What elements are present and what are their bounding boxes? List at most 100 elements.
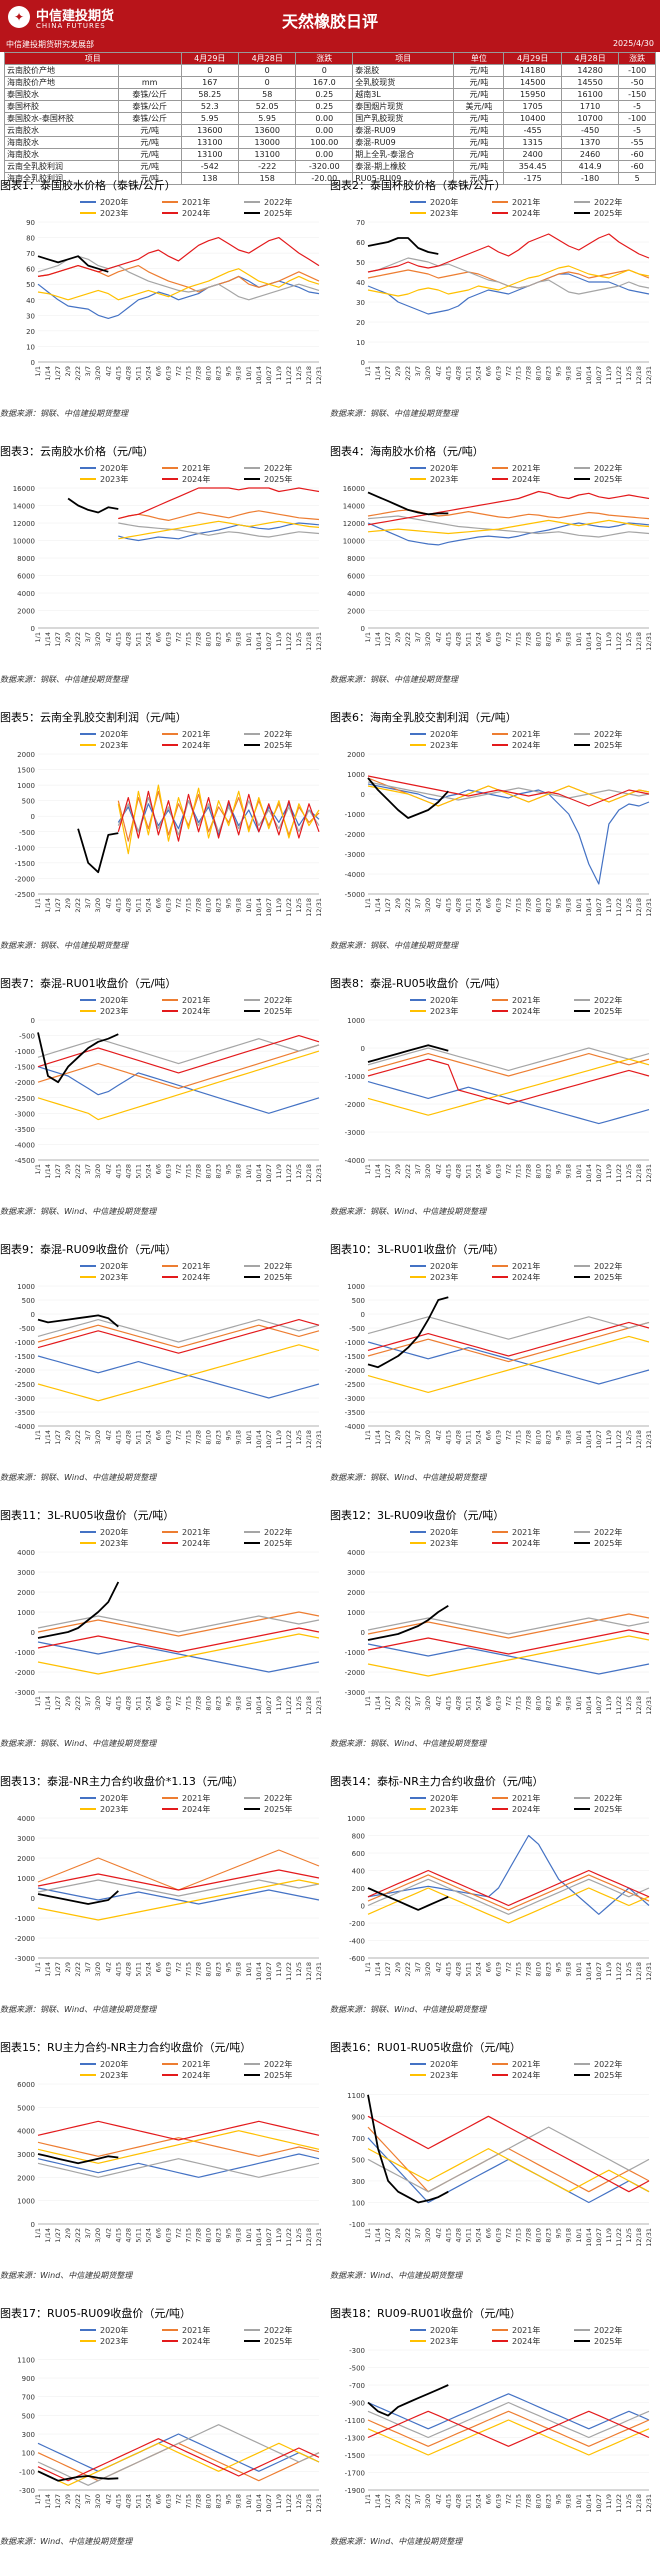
x-tick-label: 11/9 <box>275 1164 283 1179</box>
x-tick-label: 6/19 <box>494 1430 502 1445</box>
x-tick-label: 6/6 <box>154 366 162 376</box>
x-tick-label: 6/19 <box>494 366 502 381</box>
legend-label: 2023年 <box>430 474 458 484</box>
x-tick-label: 10/27 <box>595 898 603 917</box>
x-tick-label: 4/2 <box>434 366 442 376</box>
x-tick-label: 12/18 <box>635 1430 643 1449</box>
x-tick-label: 5/11 <box>134 632 142 647</box>
x-tick-label: 2/9 <box>64 632 72 642</box>
x-tick-label: 1/14 <box>44 632 52 647</box>
x-tick-label: 1/14 <box>374 1164 382 1179</box>
y-tick-label: -1500 <box>15 1353 35 1361</box>
series-line-2020年 <box>37 2153 320 2178</box>
legend-label: 2020年 <box>430 995 458 1005</box>
chart-source: 数据来源：钢联、中信建投期货整理 <box>330 409 458 418</box>
chart-c16: 图表16：RU01-RU05收盘价（元/吨） 2020年 2021年 2022年 202… <box>330 2040 655 2282</box>
chart-source: 数据来源：Wind、中信建投期货整理 <box>330 2537 463 2546</box>
legend-label: 2024年 <box>182 2336 210 2346</box>
x-tick-label: 12/18 <box>635 366 643 385</box>
x-tick-label: 12/5 <box>295 1696 303 1711</box>
table-cell: 16100 <box>560 88 620 101</box>
table-cell: 云南胶水 <box>4 124 119 137</box>
legend-label: 2020年 <box>430 197 458 207</box>
x-tick-label: 9/5 <box>225 1164 233 1174</box>
y-tick-label: -3500 <box>15 1126 35 1134</box>
x-tick-label: 9/18 <box>235 1430 243 1445</box>
series-line-2021年 <box>367 1321 650 1363</box>
chart-legend: 2020年 2021年 2022年 2023年 2024年 2025年 <box>410 1527 622 1548</box>
x-tick-label: 10/1 <box>245 1430 253 1445</box>
x-tick-label: 1/14 <box>44 366 52 381</box>
x-tick-label: 12/5 <box>295 1962 303 1977</box>
x-tick-label: 6/19 <box>164 2494 172 2509</box>
y-tick-label: -1000 <box>345 1339 365 1347</box>
series-line-2023年 <box>367 785 650 807</box>
x-tick-label: 6/6 <box>484 632 492 642</box>
table-cell: 0.00 <box>295 148 354 161</box>
x-tick-label: 2/22 <box>74 1430 82 1445</box>
x-tick-label: 9/18 <box>565 1696 573 1711</box>
legend-label: 2025年 <box>264 1272 292 1282</box>
y-tick-label: -1000 <box>15 1649 35 1657</box>
x-tick-label: 7/2 <box>175 1164 183 1174</box>
x-tick-label: 2/22 <box>404 2494 412 2509</box>
x-tick-label: 7/2 <box>505 1430 513 1440</box>
x-tick-label: 10/27 <box>595 1164 603 1183</box>
table-cell: -542 <box>180 160 240 173</box>
x-tick-label: 7/15 <box>515 366 523 381</box>
x-tick-label: 6/19 <box>494 1696 502 1711</box>
x-tick-label: 4/28 <box>454 2494 462 2509</box>
x-tick-label: 7/15 <box>515 1164 523 1179</box>
legend-label: 2020年 <box>100 2325 128 2335</box>
table-header-cell: 单位 <box>453 52 505 65</box>
y-tick-label: 0 <box>31 625 35 633</box>
x-tick-label: 5/24 <box>474 2228 482 2243</box>
y-tick-label: 12000 <box>13 520 35 528</box>
table-header-cell: 涨跌 <box>295 52 354 65</box>
x-tick-label: 10/27 <box>265 632 273 651</box>
chart-source: 数据来源：钢联、Wind、中信建投期货整理 <box>330 2005 487 2014</box>
y-tick-label: -3000 <box>345 1395 365 1403</box>
table-cell: 1315 <box>503 136 562 149</box>
y-tick-label: 200 <box>352 1885 365 1893</box>
table-cell: 5.95 <box>237 112 297 125</box>
x-tick-label: 4/15 <box>114 366 122 381</box>
table-cell: -175 <box>503 172 562 185</box>
legend-label: 2023年 <box>430 1006 458 1016</box>
series-line-2022年 <box>37 2158 320 2178</box>
x-tick-label: 2/9 <box>394 898 402 908</box>
chart-legend: 2020年 2021年 2022年 2023年 2024年 2025年 <box>80 729 292 750</box>
x-tick-label: 5/11 <box>464 1164 472 1179</box>
series-line-2021年 <box>367 1613 650 1639</box>
chart-legend: 2020年 2021年 2022年 2023年 2024年 2025年 <box>80 463 292 484</box>
x-tick-label: 7/2 <box>175 632 183 642</box>
x-tick-label: 5/11 <box>134 2494 142 2509</box>
table-cell: -320.00 <box>295 160 354 173</box>
chart-c10: 图表10：3L-RU01收盘价（元/吨） 2020年 2021年 2022年 2023年… <box>330 1242 655 1484</box>
x-tick-label: 3/20 <box>94 632 102 647</box>
x-tick-label: 1/1 <box>364 2228 372 2238</box>
x-tick-label: 12/31 <box>315 366 323 385</box>
y-tick-label: -2000 <box>345 1669 365 1677</box>
x-tick-label: 6/19 <box>164 1430 172 1445</box>
legend-label: 2024年 <box>182 1272 210 1282</box>
x-tick-label: 12/5 <box>625 2494 633 2509</box>
y-tick-label: -2000 <box>15 1079 35 1087</box>
table-row: 云南胶价产地 0 0 0 泰混胶 元/吨 14180 14280 -100 <box>4 64 656 77</box>
table-header-cell: 涨跌 <box>618 52 656 65</box>
x-tick-label: 11/22 <box>285 1962 293 1981</box>
x-tick-label: 10/1 <box>575 898 583 913</box>
y-tick-label: -700 <box>349 2382 365 2390</box>
x-tick-label: 7/2 <box>505 632 513 642</box>
table-cell: 0 <box>295 64 354 77</box>
series-line-2025年 <box>37 1581 120 1639</box>
chart-legend: 2020年 2021年 2022年 2023年 2024年 2025年 <box>410 197 622 218</box>
x-tick-label: 11/22 <box>615 2494 623 2513</box>
table-row: 泰国胶水 泰铢/公斤 58.25 58 0.25 越南3L 元/吨 15950 16100 -15… <box>4 88 656 101</box>
x-tick-label: 10/27 <box>595 632 603 651</box>
x-tick-label: 12/31 <box>315 2228 323 2247</box>
legend-label: 2023年 <box>430 1538 458 1548</box>
x-tick-label: 9/18 <box>235 1164 243 1179</box>
x-tick-label: 1/1 <box>364 1430 372 1440</box>
x-tick-label: 2/22 <box>74 2228 82 2243</box>
